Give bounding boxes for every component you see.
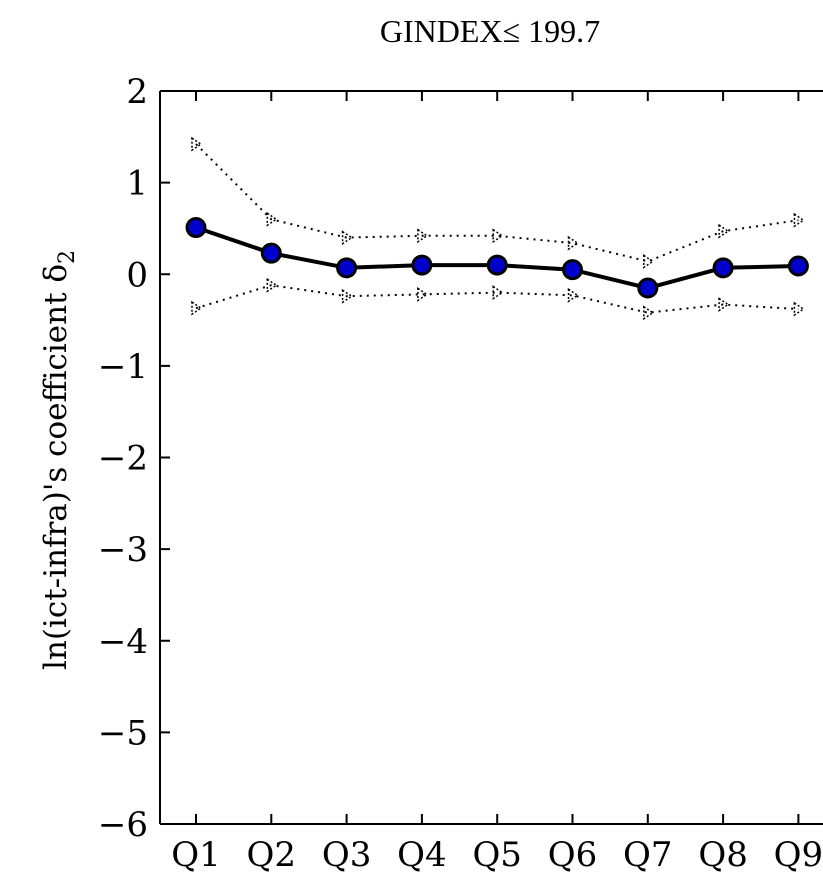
series-line-upper-bound [195, 143, 799, 263]
marker-lower-bound [266, 277, 278, 293]
marker-lower-bound [191, 300, 203, 316]
x-tick-label: Q6 [548, 835, 598, 875]
marker-upper-bound [567, 235, 579, 251]
x-tick-label: Q1 [171, 835, 221, 875]
marker-lower-bound [643, 305, 655, 321]
x-tick-label: Q7 [623, 835, 673, 875]
plot-area: 2 1 0 −1 −2 −3 −4 −5 −6 Q1 Q2 Q3 Q4 Q5 Q6 Q7 Q8 Q9 [98, 72, 823, 875]
x-tick-label: Q4 [397, 835, 447, 875]
data-point-estimate [185, 217, 207, 239]
marker-upper-bound [341, 230, 353, 246]
data-point-estimate [411, 254, 433, 276]
x-tick-label: Q9 [774, 835, 823, 875]
marker-lower-bound [417, 287, 429, 302]
chart-title: GINDEX≤ 199.7 [380, 13, 600, 49]
data-point-estimate [637, 277, 659, 299]
x-tick-label: Q3 [322, 835, 372, 875]
data-point-estimate [562, 259, 583, 281]
marker-lower-bound [341, 288, 353, 304]
y-axis-label: ln(ict-infra)'s coefficient δ2 [38, 250, 80, 670]
marker-upper-bound [793, 212, 805, 228]
data-point-estimate [712, 257, 734, 279]
data-point-estimate [787, 255, 809, 277]
y-tick-label: −6 [98, 805, 148, 845]
svg-text:ln(ict-infra)'s coefficient δ2: ln(ict-infra)'s coefficient δ2 [38, 250, 80, 670]
y-axis-label-subscript: 2 [55, 250, 80, 264]
y-axis-label-text: ln(ict-infra)'s coefficient δ [38, 264, 74, 670]
y-tick-label: −1 [98, 347, 148, 387]
marker-lower-bound [718, 297, 730, 312]
y-tick-label: −4 [98, 622, 148, 662]
marker-upper-bound [417, 228, 429, 244]
marker-upper-bound [643, 254, 655, 269]
marker-lower-bound [492, 285, 504, 300]
y-tick-label: −3 [98, 530, 148, 570]
marker-upper-bound [266, 211, 278, 227]
marker-upper-bound [492, 228, 504, 244]
y-tick-label: 1 [126, 164, 148, 204]
x-tick-label: Q8 [698, 835, 748, 875]
data-point-estimate [486, 254, 508, 276]
y-tick-label: −5 [98, 713, 148, 753]
marker-upper-bound [191, 136, 203, 152]
data-point-estimate [336, 257, 358, 279]
data-point-estimate [260, 242, 282, 264]
y-tick-label: 0 [126, 255, 148, 295]
x-tick-label: Q2 [247, 835, 297, 875]
marker-lower-bound [793, 301, 805, 317]
y-tick-label: −2 [98, 439, 148, 479]
marker-lower-bound [567, 287, 579, 303]
marker-upper-bound [718, 223, 730, 239]
x-tick-label: Q5 [472, 835, 522, 875]
y-tick-label: 2 [126, 72, 148, 112]
